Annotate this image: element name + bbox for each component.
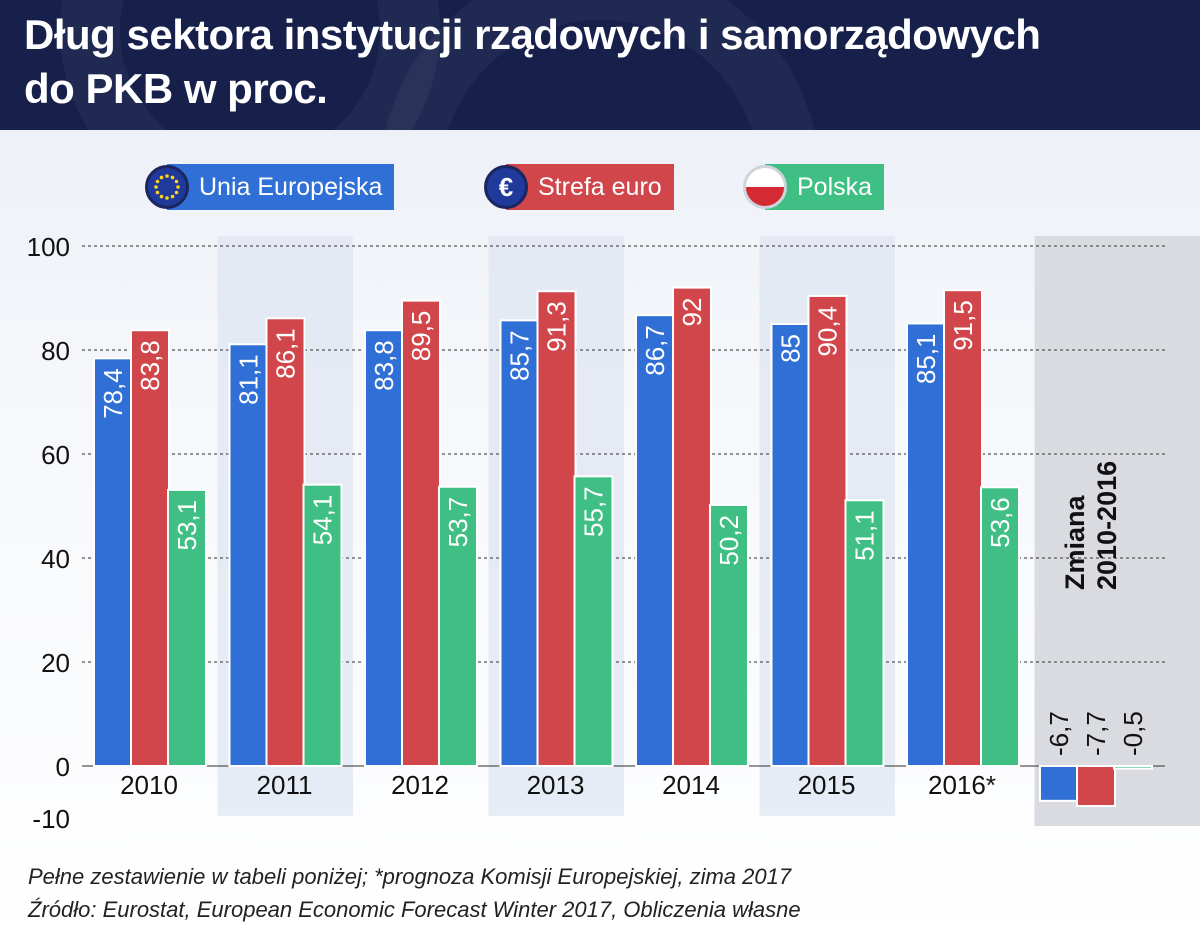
bar-value-label: 81,1 bbox=[234, 354, 264, 405]
change-value-label: -7,7 bbox=[1081, 711, 1111, 756]
bar-0-3 bbox=[499, 319, 540, 767]
y-tick-label: 60 bbox=[41, 440, 70, 470]
y-tick-label: 20 bbox=[41, 648, 70, 678]
euro-sign-icon: € bbox=[484, 165, 528, 209]
bar-2-3 bbox=[573, 475, 614, 767]
bar-value-label: 86,7 bbox=[640, 325, 670, 376]
bar-1-4 bbox=[672, 286, 712, 767]
bar-value-label: 86,1 bbox=[271, 328, 301, 379]
bar-value-label: 85 bbox=[776, 334, 806, 363]
bar-1-6 bbox=[943, 289, 983, 767]
bar-chart: 100 80 60 40 20 0 -10 78,4 81,1 83,8 85,7 86,7 85 85… bbox=[27, 232, 1200, 834]
y-tick-label: 40 bbox=[41, 544, 70, 574]
legend-item-strefa-euro: € Strefa euro bbox=[484, 163, 674, 211]
bar-2-2 bbox=[438, 485, 478, 767]
change-title-line1: Zmiana bbox=[1060, 494, 1090, 590]
star bbox=[159, 194, 164, 199]
star bbox=[170, 175, 175, 180]
bar-value-label: 53,1 bbox=[172, 500, 202, 551]
bar-value-label: 90,4 bbox=[813, 306, 843, 357]
change-value-label: -6,7 bbox=[1044, 711, 1074, 756]
bar-0-4 bbox=[635, 314, 675, 767]
change-value-label: -0,5 bbox=[1118, 711, 1148, 756]
star bbox=[170, 194, 175, 199]
x-tick-label: 2016* bbox=[928, 770, 996, 800]
legend-item-polska: Polska bbox=[743, 163, 885, 211]
legend-item-unia-europejska: Unia Europejska bbox=[145, 163, 395, 211]
star bbox=[154, 185, 158, 189]
footer: Pełne zestawienie w tabeli poniżej; *pro… bbox=[28, 860, 801, 926]
change-bar-1 bbox=[1076, 765, 1116, 808]
bar-2-4 bbox=[709, 503, 749, 767]
bar-value-label: 92 bbox=[677, 298, 707, 327]
x-tick-label: 2010 bbox=[120, 770, 178, 800]
bar-value-label: 85,1 bbox=[911, 333, 941, 384]
star bbox=[155, 190, 160, 195]
eu-flag-icon bbox=[145, 165, 189, 209]
bar-1-2 bbox=[401, 299, 441, 767]
change-title-line2: 2010-2016 bbox=[1092, 461, 1122, 590]
bar-2-6 bbox=[980, 486, 1020, 767]
poland-flag-icon bbox=[743, 165, 787, 209]
star bbox=[155, 179, 160, 184]
star bbox=[176, 185, 180, 189]
bar-value-label: 54,1 bbox=[308, 495, 338, 546]
x-tick-label: 2014 bbox=[662, 770, 720, 800]
bar-value-label: 50,2 bbox=[714, 515, 744, 566]
star bbox=[159, 175, 164, 180]
bar-0-1 bbox=[228, 343, 269, 767]
eu-stars-icon bbox=[154, 174, 180, 200]
bar-1-5 bbox=[807, 294, 848, 767]
chart-title-line2: do PKB w proc. bbox=[24, 65, 328, 112]
change-bar-2 bbox=[1113, 765, 1153, 770]
change-panel bbox=[1034, 236, 1200, 826]
x-tick-label: 2015 bbox=[798, 770, 856, 800]
bar-value-label: 91,5 bbox=[948, 300, 978, 351]
bar-value-label: 55,7 bbox=[579, 486, 609, 537]
x-tick-label: 2013 bbox=[527, 770, 585, 800]
bar-0-5 bbox=[770, 323, 811, 767]
footer-source: Źródło: Eurostat, European Economic Fore… bbox=[28, 897, 801, 922]
y-tick-label: 0 bbox=[56, 752, 70, 782]
bar-value-label: 78,4 bbox=[98, 368, 128, 419]
y-tick-label: 80 bbox=[41, 336, 70, 366]
x-tick-label: 2012 bbox=[391, 770, 449, 800]
change-group: -6,7 -7,7 -0,5 Zmiana 2010-2016 bbox=[1039, 461, 1153, 808]
change-bar-0 bbox=[1039, 765, 1079, 802]
footer-note: Pełne zestawienie w tabeli poniżej; *pro… bbox=[28, 864, 792, 889]
bar-0-2 bbox=[364, 329, 404, 767]
y-axis: 100 80 60 40 20 0 -10 bbox=[27, 232, 70, 834]
bar-value-label: 89,5 bbox=[406, 311, 436, 362]
star bbox=[174, 179, 179, 184]
bar-1-1 bbox=[265, 317, 306, 767]
star bbox=[165, 196, 169, 200]
bar-value-label: 91,3 bbox=[542, 301, 572, 352]
y-tick-label: -10 bbox=[32, 804, 70, 834]
y-tick-label: 100 bbox=[27, 232, 70, 262]
bar-2-0 bbox=[167, 488, 207, 767]
star bbox=[165, 174, 169, 178]
bar-value-label: 83,8 bbox=[369, 340, 399, 391]
chart-title: Dług sektora instytucji rządowych i samo… bbox=[24, 8, 1041, 116]
bar-value-label: 85,7 bbox=[505, 330, 535, 381]
bar-1-3 bbox=[536, 290, 577, 767]
x-tick-label: 2011 bbox=[257, 770, 313, 800]
bar-value-label: 51,1 bbox=[850, 510, 880, 561]
chart-title-line1: Dług sektora instytucji rządowych i samo… bbox=[24, 11, 1041, 58]
legend-label: Unia Europejska bbox=[167, 164, 395, 210]
legend-label: Strefa euro bbox=[506, 164, 674, 210]
bars: 78,4 81,1 83,8 85,7 86,7 85 85,1 83,8 86,1 89,5 91… bbox=[93, 286, 1020, 767]
bar-0-0 bbox=[93, 357, 133, 767]
bar-value-label: 53,6 bbox=[985, 497, 1015, 548]
x-axis: 2010 2011 2012 2013 2014 2015 2016* bbox=[120, 770, 996, 800]
bar-value-label: 53,7 bbox=[443, 497, 473, 548]
header-banner: Dług sektora instytucji rządowych i samo… bbox=[0, 0, 1200, 130]
bar-1-0 bbox=[130, 329, 170, 767]
bar-2-5 bbox=[844, 499, 885, 767]
bar-2-1 bbox=[302, 483, 343, 767]
star bbox=[174, 190, 179, 195]
bar-value-label: 83,8 bbox=[135, 340, 165, 391]
bar-0-6 bbox=[906, 322, 946, 767]
